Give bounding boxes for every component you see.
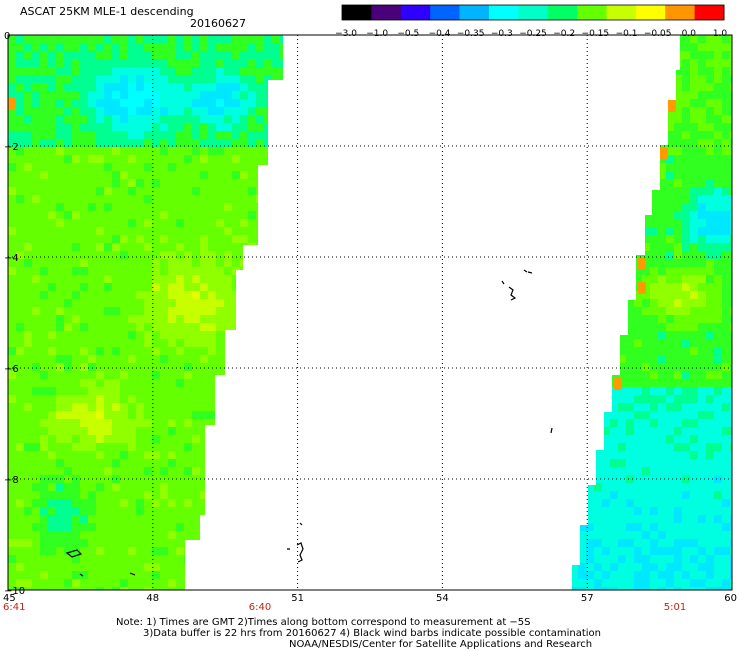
colorbar-label: 1.0 bbox=[713, 29, 728, 39]
y-tick-label: −8 bbox=[4, 475, 19, 486]
x-tick-label: 60 bbox=[724, 593, 737, 604]
colorbar-swatch bbox=[400, 5, 431, 20]
colorbar-label: 0.0 bbox=[682, 29, 697, 39]
coastlines bbox=[65, 269, 553, 577]
colorbar-label: −0.15 bbox=[582, 29, 610, 39]
time-label: 6:40 bbox=[249, 602, 271, 613]
y-axis-labels: 0 −2 −4 −6 −8 −10 bbox=[4, 31, 25, 597]
colorbar-label: −0.1 bbox=[616, 29, 638, 39]
colorbar-swatch bbox=[606, 5, 637, 20]
x-tick-label: 54 bbox=[436, 593, 449, 604]
note-line-3: NOAA/NESDIS/Center for Satellite Applica… bbox=[289, 639, 593, 650]
colorbar-label: −0.35 bbox=[457, 29, 485, 39]
colorbar-swatch bbox=[488, 5, 519, 20]
x-tick-label: 45 bbox=[3, 593, 16, 604]
colorbar-label: −0.3 bbox=[491, 29, 513, 39]
x-tick-label: 48 bbox=[146, 593, 159, 604]
colorbar-swatch bbox=[694, 5, 725, 20]
colorbar-label: −0.4 bbox=[429, 29, 451, 39]
x-tick-label: 57 bbox=[581, 593, 594, 604]
colorbar-label: −0.05 bbox=[644, 29, 672, 39]
note-line-1: Note: 1) Times are GMT 2)Times along bot… bbox=[116, 617, 531, 628]
y-tick-label: 0 bbox=[4, 31, 10, 42]
colorbar-label: −3.0 bbox=[335, 29, 357, 39]
colorbar: −3.0 −1.0 −0.5 −0.4 −0.35 −0.3 −0.25 −0.2 −0.15−… bbox=[335, 4, 728, 39]
x-tick-label: 51 bbox=[291, 593, 304, 604]
colorbar-swatch bbox=[577, 5, 607, 20]
colorbar-swatch bbox=[665, 5, 696, 20]
right-swath bbox=[572, 35, 732, 590]
y-tick-label: −2 bbox=[4, 142, 19, 153]
y-tick-label: −4 bbox=[4, 253, 19, 264]
colorbar-swatch bbox=[342, 5, 372, 20]
y-tick-label: −6 bbox=[4, 364, 19, 375]
colorbar-swatch bbox=[371, 5, 402, 20]
colorbar-swatch bbox=[430, 5, 461, 20]
colorbar-label: −0.25 bbox=[519, 29, 547, 39]
colorbar-label: −0.2 bbox=[553, 29, 575, 39]
note-line-2: 3)Data buffer is 22 hrs from 20160627 4)… bbox=[143, 628, 601, 639]
map-title: ASCAT 25KM MLE-1 descending bbox=[20, 5, 194, 18]
colorbar-label: −0.5 bbox=[397, 29, 419, 39]
colorbar-swatch bbox=[518, 5, 549, 20]
colorbar-swatch bbox=[547, 5, 578, 20]
y-tick-label: −10 bbox=[4, 586, 25, 597]
time-labels: 6:41 6:40 5:01 bbox=[3, 602, 686, 613]
colorbar-swatch bbox=[635, 5, 666, 20]
colorbar-label: −1.0 bbox=[366, 29, 388, 39]
time-label: 5:01 bbox=[664, 602, 686, 613]
grid-lines bbox=[8, 35, 732, 590]
x-axis-labels: 45 48 51 54 57 60 bbox=[3, 593, 737, 604]
plot-frame bbox=[7, 34, 733, 591]
map-date: 20160627 bbox=[190, 17, 246, 30]
left-swath bbox=[8, 35, 283, 590]
time-label: 6:41 bbox=[3, 602, 25, 613]
colorbar-swatch bbox=[459, 5, 490, 20]
